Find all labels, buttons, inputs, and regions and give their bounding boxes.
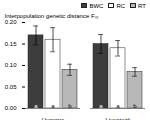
svg-text:a: a xyxy=(34,103,38,109)
svg-text:0.15: 0.15 xyxy=(5,41,17,47)
html-text:RC: RC xyxy=(116,2,126,9)
svg-text:0.05: 0.05 xyxy=(5,84,17,90)
svg-text:a: a xyxy=(99,103,103,109)
svg-text:0.20: 0.20 xyxy=(5,19,17,25)
html-text:BWC: BWC xyxy=(89,2,104,9)
svg-text:0.00: 0.00 xyxy=(5,105,17,111)
svg-text:Interpopulation genetic distan: Interpopulation genetic distance Fₛₜ xyxy=(5,13,99,19)
svg-text:b: b xyxy=(133,103,137,109)
svg-text:Livestock: Livestock xyxy=(105,117,131,120)
svg-text:a: a xyxy=(116,103,120,109)
svg-text:a: a xyxy=(51,103,55,109)
svg-text:0.10: 0.10 xyxy=(5,62,17,68)
svg-text:Humans: Humans xyxy=(42,117,64,120)
html-text:RT: RT xyxy=(138,2,146,9)
svg-text:b: b xyxy=(68,103,72,109)
